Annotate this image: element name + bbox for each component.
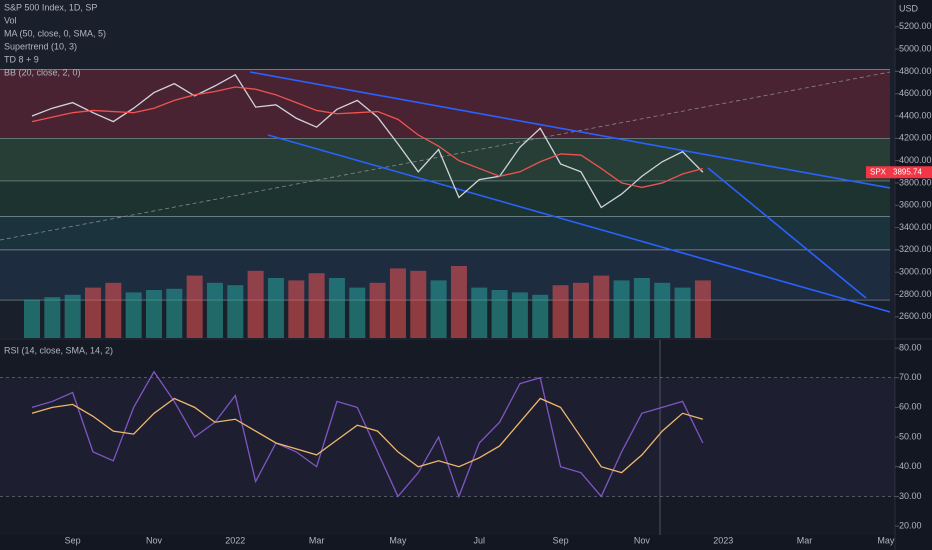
annotation: TD 8 + 9 (4, 54, 39, 64)
y-tick-label: 50.00 (899, 431, 922, 441)
y-tick-label: 3000.00 (899, 267, 932, 277)
price-tag (866, 166, 932, 179)
x-tick-label: 2023 (713, 535, 733, 545)
volume-bar (186, 275, 203, 338)
title: S&P 500 Index, 1D, SP (4, 2, 97, 12)
rsi-pane (0, 340, 895, 535)
series-line (31, 370, 704, 499)
x-tick-label: Mar (797, 535, 813, 545)
x-tick-label: Jul (474, 535, 486, 545)
series-line (31, 397, 704, 474)
y-tick-label: 2600.00 (899, 311, 932, 321)
volume-bar (572, 282, 589, 338)
y-tick-label: 4800.00 (899, 66, 932, 76)
volume-bar (511, 292, 528, 338)
dashed-trendline (0, 71, 891, 241)
x-tick-label: Nov (146, 535, 163, 545)
volume-bar (206, 282, 223, 338)
y-tick-label: 3800.00 (899, 177, 932, 187)
channel-top (249, 71, 891, 189)
volume-bar (349, 287, 366, 338)
y-tick-label: 3400.00 (899, 222, 932, 232)
zone (0, 138, 890, 181)
volume-bar (552, 285, 569, 338)
x-tick-label: May (389, 535, 407, 545)
volume-bar (593, 275, 610, 338)
volume-bar (84, 287, 101, 338)
y-tick-label: 60.00 (899, 402, 922, 412)
channel-bottom (267, 134, 891, 313)
volume-bar (491, 290, 508, 338)
annotation: Supertrend (10, 3) (4, 41, 77, 51)
rsi-band-fill (0, 377, 895, 497)
y-tick-label: 3200.00 (899, 244, 932, 254)
y-tick-label: 80.00 (899, 342, 922, 352)
legend-vol: Vol (4, 15, 17, 25)
volume-bar (105, 282, 122, 338)
volume-bar (247, 270, 264, 338)
volume-bar (613, 280, 630, 338)
zones (0, 69, 890, 301)
volume-bar (450, 266, 467, 338)
projection-arrow (707, 167, 867, 299)
volume-bar (24, 299, 40, 338)
y-tick-label: 3600.00 (899, 200, 932, 210)
volume-bar (654, 282, 671, 338)
series-line (31, 86, 704, 189)
y-tick-label: 30.00 (899, 491, 922, 501)
annotation: BB (20, close, 2, 0) (4, 67, 81, 77)
x-tick-label: May (877, 535, 895, 545)
volume-bar (633, 278, 650, 338)
y-tick-label: 70.00 (899, 372, 922, 382)
legend-rsi: RSI (14, close, SMA, 14, 2) (4, 345, 113, 355)
y-tick-label: 4600.00 (899, 88, 932, 98)
volume-bar (145, 290, 162, 338)
x-tick-label: Sep (65, 535, 81, 545)
volume-bar (267, 278, 284, 338)
y-tick-label: 5000.00 (899, 43, 932, 53)
x-tick-label: Nov (634, 535, 651, 545)
volume-bar (308, 273, 325, 338)
x-tick-label: Sep (553, 535, 569, 545)
volume-bar (44, 297, 61, 338)
series-line (31, 73, 704, 209)
volume-bar (288, 280, 305, 338)
volume-bar (64, 294, 81, 338)
volume-bar (369, 282, 386, 338)
y-tick-label: 4400.00 (899, 110, 932, 120)
volume-bar (471, 287, 488, 338)
volume-bar (674, 287, 691, 338)
y-tick-label: 2800.00 (899, 289, 932, 299)
x-tick-label: 2022 (225, 535, 245, 545)
volume-bar (125, 292, 142, 338)
legend-ma: MA (50, close, 0, SMA, 5) (4, 28, 106, 38)
zone (0, 69, 890, 139)
volume-bar (410, 270, 427, 338)
y-tick-label: 20.00 (899, 520, 922, 530)
volume-bar (430, 280, 447, 338)
volume-bar (328, 278, 345, 338)
currency: USD (899, 3, 919, 13)
volume-bar (166, 288, 183, 338)
volume-bar (532, 294, 549, 338)
y-tick-label: 40.00 (899, 461, 922, 471)
volume-bar (389, 268, 406, 338)
symbol-label: SPX (870, 167, 887, 176)
y-tick-label: 4000.00 (899, 155, 932, 165)
volume-bar (694, 280, 711, 338)
volume-bar (227, 285, 244, 338)
x-tick-label: Mar (309, 535, 325, 545)
last-price: 3895.74 (893, 167, 922, 176)
y-tick-label: 5200.00 (899, 21, 932, 31)
zone (0, 216, 890, 250)
y-tick-label: 4200.00 (899, 133, 932, 143)
zone (0, 180, 890, 217)
